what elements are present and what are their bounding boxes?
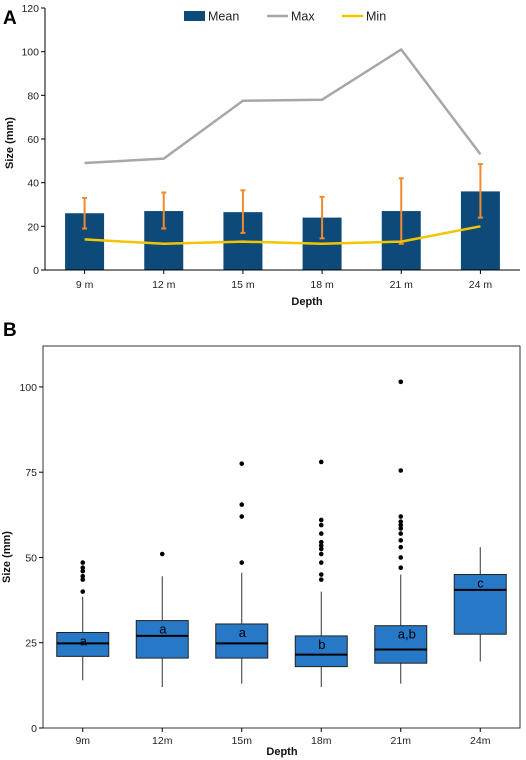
min-line — [84, 225, 481, 246]
outlier-point — [239, 560, 245, 565]
panel-b-xlabel: Depth — [266, 746, 297, 758]
panel-a-ylabel: Size (mm) — [4, 117, 16, 169]
outlier-point — [318, 539, 324, 545]
outlier-point — [318, 572, 324, 577]
panel-b-x-tick-label: 15m — [232, 735, 253, 747]
panel-a-x-tick-label: 9 m — [76, 279, 94, 291]
significance-letter: c — [477, 576, 484, 591]
outlier-point — [398, 468, 404, 473]
significance-letter: a — [159, 622, 167, 637]
outlier-point — [318, 459, 324, 465]
outlier-point — [398, 522, 404, 528]
panel-a-xlabel: Depth — [291, 296, 322, 308]
panel-a-y-tick-label: 20 — [27, 221, 39, 233]
legend-label-max: Max — [291, 10, 315, 24]
panel-b-x-tick-label: 24m — [470, 735, 491, 747]
box-iqr — [215, 623, 269, 659]
outlier-point — [80, 573, 86, 579]
panel-a-y-tick-label: 60 — [27, 134, 39, 146]
box-iqr — [453, 574, 507, 635]
outlier-point — [398, 514, 404, 519]
panel-b-box-plot: B a a a b a,b c 0 25 50 75 100 9m 12m 15m 18m 21m 24m D… — [1, 320, 521, 758]
outlier-point — [80, 560, 86, 565]
box-iqr — [374, 625, 428, 664]
outlier-point — [398, 379, 404, 385]
panel-a-y-tick-label: 80 — [27, 90, 39, 102]
outlier-point — [80, 577, 86, 582]
outlier-point — [239, 461, 245, 466]
panel-a-x-tick-label: 24 m — [469, 279, 493, 291]
box-iqr — [135, 620, 189, 659]
outlier-point — [398, 531, 404, 536]
outlier-point — [80, 568, 86, 574]
outlier-point — [398, 519, 404, 524]
panel-b-x-tick-label: 18m — [311, 735, 332, 747]
outlier-point — [398, 526, 404, 531]
significance-letter: b — [318, 637, 325, 652]
panel-b-y-tick-label: 50 — [25, 552, 37, 564]
panel-a-letter: A — [3, 8, 17, 29]
outlier-point — [318, 517, 324, 523]
panel-b-x-tick-label: 12m — [152, 735, 173, 747]
outlier-point — [318, 543, 324, 548]
panel-a-x-tick-label: 18 m — [310, 279, 334, 291]
panel-a-bar-chart: A 0 20 40 60 80 100 120 9 m 12 m 15 m 18 m 21 m 24 m… — [3, 3, 520, 308]
outlier-point — [318, 546, 324, 552]
outlier-point — [318, 577, 324, 582]
outlier-point — [239, 502, 245, 507]
significance-letter: a,b — [398, 627, 416, 642]
panel-a-legend: Mean Max Min — [184, 10, 386, 24]
legend-label-mean: Mean — [208, 10, 239, 24]
significance-letter: a — [80, 634, 88, 649]
outlier-point — [318, 522, 324, 528]
panel-b-ylabel: Size (mm) — [1, 531, 13, 583]
panel-b-y-tick-label: 75 — [25, 467, 37, 479]
outlier-point — [80, 589, 86, 594]
max-line — [84, 48, 482, 165]
panel-b-frame — [42, 345, 521, 729]
box-iqr — [294, 635, 348, 668]
outlier-point — [318, 531, 324, 536]
panel-b-letter: B — [3, 320, 17, 341]
panel-b-x-tick-label: 9m — [75, 735, 90, 747]
panel-a-y-tick-label: 40 — [27, 178, 39, 190]
outlier-point — [318, 551, 324, 557]
panel-a-x-tick-label: 21 m — [390, 279, 414, 291]
outlier-point — [318, 560, 324, 565]
outlier-point — [398, 555, 404, 560]
panel-a-y-tick-label: 100 — [21, 47, 39, 59]
significance-letter: a — [239, 625, 247, 640]
outlier-point — [80, 565, 86, 570]
box-iqr — [56, 632, 110, 657]
legend-label-min: Min — [366, 10, 386, 24]
outlier-point — [398, 565, 404, 570]
panel-b-y-tick-label: 0 — [31, 723, 37, 735]
outlier-point — [239, 514, 245, 519]
outlier-point — [159, 551, 165, 557]
panel-a-y-tick-label: 120 — [21, 3, 39, 15]
panel-a-x-tick-label: 12 m — [152, 279, 176, 291]
outlier-point — [398, 544, 404, 550]
panel-b-y-tick-label: 100 — [19, 382, 37, 394]
outlier-point — [398, 538, 404, 543]
panel-a-x-tick-label: 15 m — [231, 279, 255, 291]
panel-a-y-tick-label: 0 — [33, 265, 39, 277]
legend-swatch-mean — [184, 11, 205, 21]
panel-b-y-tick-label: 25 — [25, 638, 37, 650]
panel-b-x-tick-label: 21m — [391, 735, 412, 747]
